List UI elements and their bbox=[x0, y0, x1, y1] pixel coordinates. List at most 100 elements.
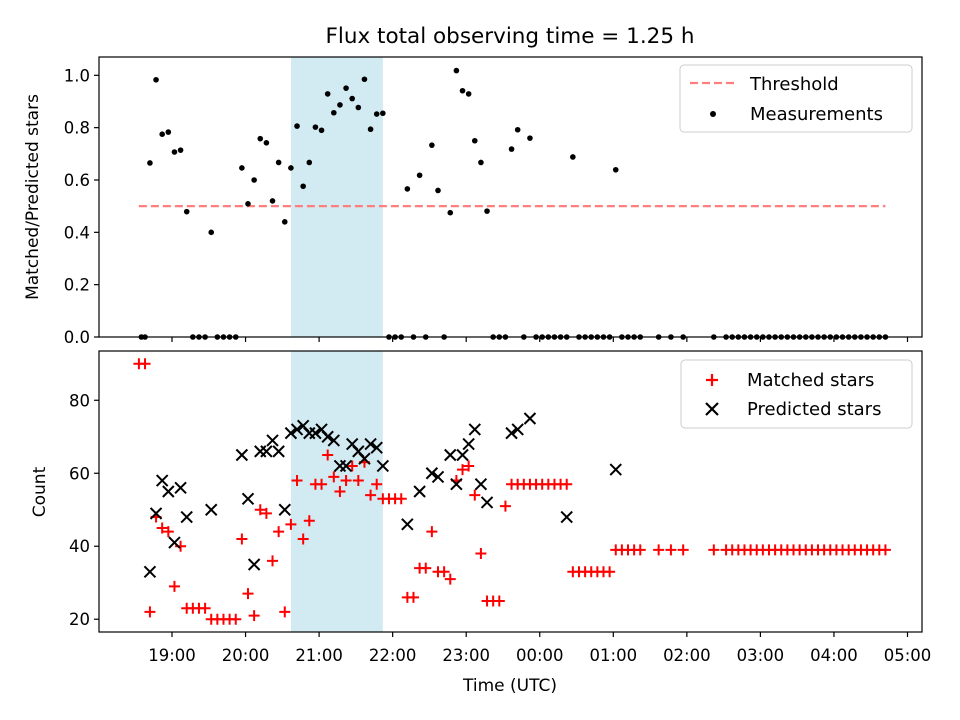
matched-star-point bbox=[365, 489, 377, 501]
matched-star-point bbox=[346, 460, 358, 472]
matched-star-point bbox=[493, 595, 505, 607]
predicted-star-point bbox=[155, 474, 169, 487]
predicted-points bbox=[143, 412, 622, 578]
measurement-point bbox=[147, 160, 153, 166]
measurement-point bbox=[288, 165, 294, 171]
y-tick-label: 0.8 bbox=[64, 119, 90, 138]
measurement-point bbox=[612, 166, 619, 173]
predicted-star-point bbox=[168, 536, 181, 549]
predicted-star-point bbox=[376, 459, 390, 473]
x-axis-ticks bbox=[171, 337, 909, 342]
matched-star-point bbox=[199, 602, 211, 614]
predicted-star-point bbox=[339, 459, 353, 473]
measurement-point bbox=[380, 110, 386, 117]
threshold-legend-label: Threshold bbox=[749, 74, 839, 95]
predicted-legend-marker bbox=[705, 402, 719, 416]
measurement-point bbox=[318, 127, 325, 134]
predicted-star-point bbox=[284, 426, 298, 440]
predicted-star-point bbox=[149, 507, 163, 520]
predicted-star-point bbox=[480, 496, 494, 509]
predicted-star-point bbox=[468, 423, 481, 436]
x-tick-label: 21:00 bbox=[295, 646, 343, 665]
predicted-star-point bbox=[235, 448, 249, 462]
measurement-point bbox=[263, 140, 270, 146]
measurement-point bbox=[514, 126, 521, 133]
measurement-point bbox=[300, 183, 306, 190]
count-panel: 20 40 60 80 19:00 20:00 21:00 22:00 23:00 00:00 0… bbox=[30, 350, 931, 696]
y-tick-label: 60 bbox=[69, 464, 90, 483]
measurements-legend-marker bbox=[710, 111, 716, 117]
x-tick-label: 04:00 bbox=[810, 646, 858, 665]
matched-star-point bbox=[426, 526, 438, 538]
predicted-star-point bbox=[413, 485, 426, 498]
matched-star-point bbox=[604, 566, 616, 578]
y-tick-label: 40 bbox=[69, 537, 90, 556]
x-tick-label: 23:00 bbox=[442, 646, 490, 665]
measurement-point bbox=[324, 91, 331, 97]
matched-star-point bbox=[653, 544, 665, 556]
predicted-star-point bbox=[180, 510, 193, 524]
matched-star-point bbox=[297, 533, 309, 545]
y-tick-label: 0.2 bbox=[64, 276, 90, 295]
measurement-point bbox=[373, 111, 380, 117]
y-axis-ticks: 0.0 0.2 0.4 0.6 0.8 1.0 bbox=[64, 66, 99, 347]
matched-star-point bbox=[352, 475, 364, 487]
predicted-star-point bbox=[143, 565, 157, 578]
x-axis-label: Time (UTC) bbox=[462, 676, 557, 696]
predicted-star-point bbox=[174, 481, 187, 495]
matched-star-point bbox=[316, 478, 328, 490]
highlight-span bbox=[290, 57, 383, 337]
y-tick-label: 0.6 bbox=[64, 171, 90, 190]
plot-frame bbox=[98, 350, 923, 633]
matched-star-point bbox=[285, 518, 297, 530]
measurement-point bbox=[570, 154, 576, 160]
matched-points bbox=[133, 358, 891, 625]
measurement-point bbox=[294, 123, 300, 129]
matched-star-point bbox=[328, 471, 340, 483]
predicted-star-point bbox=[505, 426, 518, 440]
predicted-star-point bbox=[523, 412, 537, 425]
predicted-star-point bbox=[327, 434, 341, 447]
predicted-star-point bbox=[401, 518, 414, 531]
predicted-star-point bbox=[370, 441, 383, 454]
matched-star-point bbox=[677, 544, 689, 556]
matched-star-point bbox=[254, 504, 266, 516]
predicted-star-point bbox=[425, 467, 439, 480]
matched-star-point bbox=[371, 478, 383, 490]
measurement-point bbox=[478, 159, 484, 166]
measurement-point bbox=[171, 149, 178, 155]
x-tick-label: 22:00 bbox=[369, 646, 417, 665]
measurement-point bbox=[208, 229, 215, 236]
matched-star-point bbox=[469, 489, 481, 501]
legend: Threshold Measurements bbox=[679, 64, 913, 133]
measurement-point bbox=[527, 135, 533, 141]
matched-star-point bbox=[236, 533, 248, 545]
measurement-point bbox=[269, 198, 276, 204]
predicted-star-point bbox=[474, 477, 488, 491]
predicted-star-point bbox=[456, 448, 469, 462]
predicted-star-point bbox=[462, 437, 475, 451]
matched-star-point bbox=[248, 610, 260, 622]
matched-star-point bbox=[162, 526, 174, 538]
measurement-point bbox=[416, 172, 423, 179]
measurement-point bbox=[484, 208, 490, 214]
chart-title: Flux total observing time = 1.25 h bbox=[326, 24, 695, 49]
matched-star-point bbox=[457, 464, 469, 476]
measurement-point bbox=[435, 187, 441, 194]
matched-star-point bbox=[267, 555, 279, 567]
legend-box bbox=[680, 359, 913, 429]
x-tick-label: 20:00 bbox=[222, 646, 270, 665]
measurement-point bbox=[349, 95, 355, 102]
y-axis-label: Count bbox=[30, 466, 50, 517]
predicted-star-point bbox=[450, 477, 463, 491]
predicted-star-point bbox=[290, 423, 304, 436]
measurement-point bbox=[177, 147, 184, 153]
predicted-star-point bbox=[254, 445, 267, 458]
measurement-point bbox=[508, 146, 515, 152]
matched-star-point bbox=[475, 548, 487, 560]
y-tick-label: 80 bbox=[69, 391, 90, 410]
measurement-point bbox=[257, 135, 264, 142]
matched-star-point bbox=[444, 573, 456, 585]
predicted-star-point bbox=[511, 423, 524, 436]
